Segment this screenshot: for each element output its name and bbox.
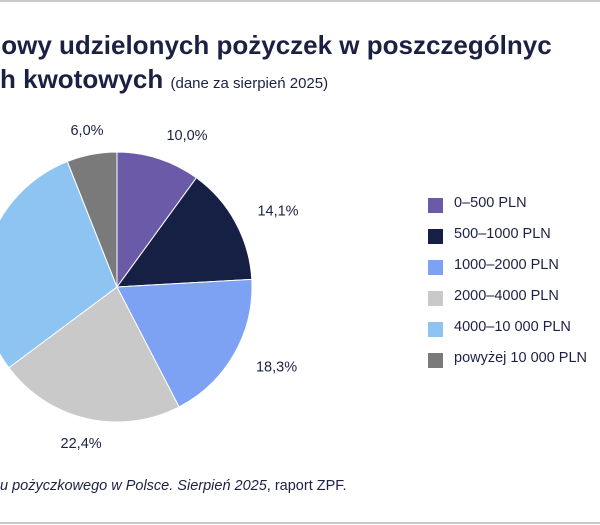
legend-swatch (428, 353, 443, 368)
pie-slice-0-500-pln (116, 151, 198, 289)
legend-label: 2000–4000 PLN (454, 288, 559, 304)
title-line-1: iowy udzielonych pożyczek w poszczególny… (0, 30, 552, 60)
legend-label: 1000–2000 PLN (454, 257, 559, 273)
pie-slice-500-1000-pln (115, 177, 253, 288)
legend-item: 2000–4000 PLN (428, 285, 600, 316)
legend-item: 1000–2000 PLN (428, 254, 600, 285)
source-title: u pożyczkowego w Polsce. Sierpień 2025 (0, 478, 267, 494)
legend-label: 4000–10 000 PLN (454, 319, 571, 335)
slice-value-label: 18,3% (256, 359, 297, 375)
pie-slice-1000-2000-pln (116, 278, 253, 408)
pie-slice-4000-10-000-pln (0, 160, 118, 369)
legend-item: 500–1000 PLN (428, 223, 600, 254)
legend-item: 0–500 PLN (428, 192, 600, 223)
pie-slice-2000-4000-pln (8, 286, 180, 423)
slice-value-label: 6,0% (70, 123, 103, 139)
legend-swatch (428, 291, 443, 306)
slice-value-label: 22,4% (61, 436, 102, 452)
legend-item: 4000–10 000 PLN (428, 316, 600, 347)
legend-swatch (428, 260, 443, 275)
slice-value-label: 14,1% (257, 203, 298, 219)
legend-item: powyżej 10 000 PLN (428, 347, 600, 378)
chart-subtitle: (dane za sierpień 2025) (170, 75, 329, 92)
legend-label: powyżej 10 000 PLN (454, 350, 587, 366)
legend-swatch (428, 229, 443, 244)
bottom-divider (0, 522, 600, 524)
source-suffix: , raport ZPF. (266, 478, 347, 494)
legend-swatch (428, 322, 443, 337)
legend-swatch (428, 198, 443, 213)
slice-value-label: 10,0% (166, 128, 207, 144)
title-line-2-text: h kwotowych (0, 64, 164, 94)
top-divider (0, 0, 600, 2)
legend: 0–500 PLN 500–1000 PLN 1000–2000 PLN 2000–4… (428, 192, 600, 378)
legend-label: 0–500 PLN (454, 195, 527, 211)
legend-label: 500–1000 PLN (454, 226, 551, 242)
pie-slice-powy-ej-10-000-pln (66, 151, 118, 288)
title-line-2: h kwotowych (dane za sierpień 2025) (0, 64, 328, 99)
source-note: u pożyczkowego w Polsce. Sierpień 2025, … (0, 478, 347, 494)
